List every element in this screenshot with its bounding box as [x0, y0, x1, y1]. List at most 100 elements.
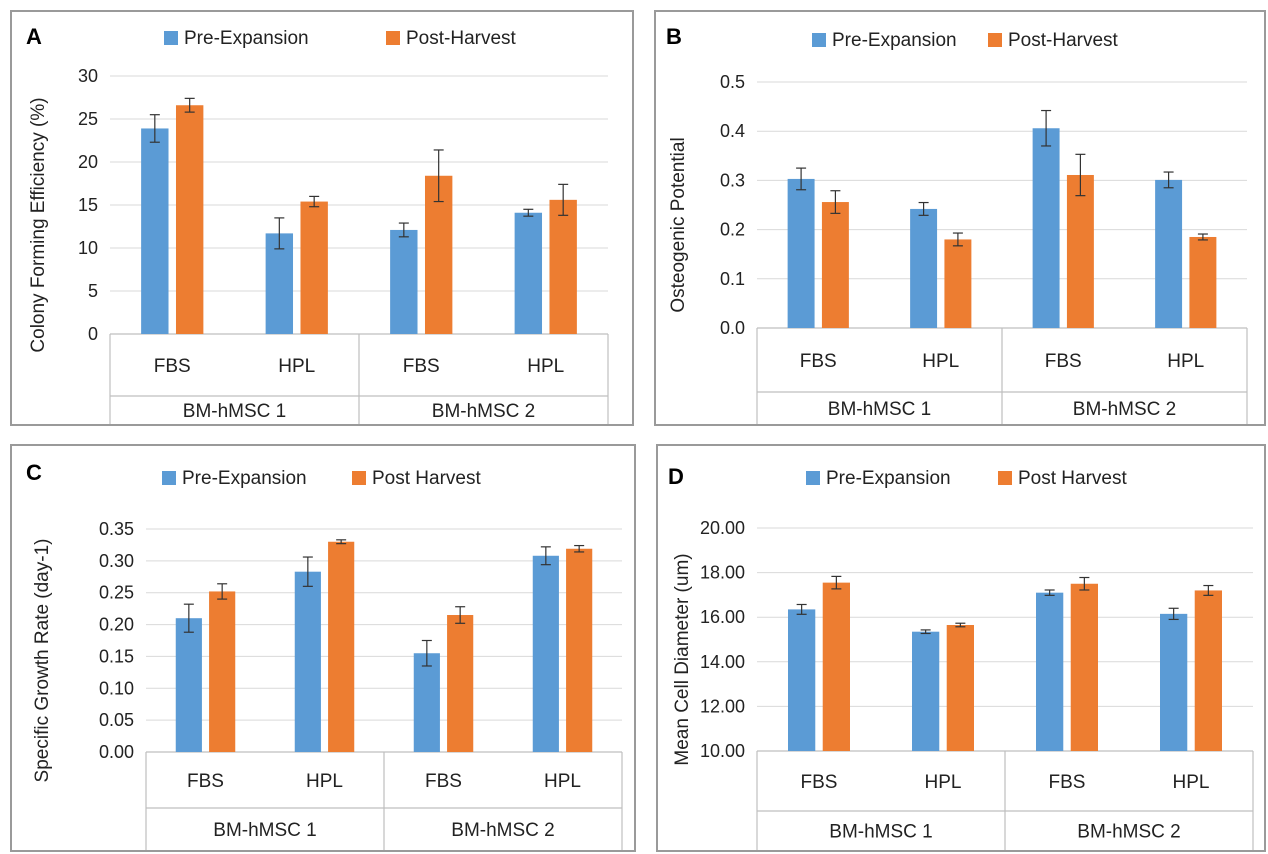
error-bar [1197, 233, 1208, 241]
legend-label: Pre-Expansion [826, 468, 951, 489]
legend-swatch [988, 33, 1002, 47]
error-bar [184, 97, 195, 113]
x-category-label: HPL [1173, 772, 1210, 793]
bar-pre [912, 631, 940, 751]
x-category-label: FBS [801, 772, 838, 793]
error-bar [1203, 584, 1214, 596]
x-category-label: FBS [1045, 351, 1082, 372]
x-category-label: HPL [306, 771, 343, 792]
x-group-label: BM-hMSC 2 [451, 820, 554, 841]
bar-pre [788, 609, 816, 751]
bar-pre [514, 212, 543, 334]
x-category-label: HPL [922, 351, 959, 372]
chart-svg: 0 5 10 15 20 25 30 FBS HPL FBS HPL BM-hMSC 1 BM-hMSC… [26, 24, 609, 424]
y-tick-label: 30 [78, 66, 98, 86]
chart-panel-b: 0.0 0.1 0.2 0.3 0.4 0.5 FBS HPL FBS HPL BM-hMSC 1 B… [654, 10, 1266, 426]
x-group-label: BM-hMSC 1 [829, 822, 932, 843]
legend-label: Post-Harvest [1008, 30, 1119, 51]
bar-post [300, 201, 328, 334]
error-bar [336, 539, 347, 545]
x-category-label: FBS [403, 356, 440, 377]
x-group-label: BM-hMSC 1 [183, 401, 286, 422]
y-tick-label: 0 [88, 324, 98, 344]
legend-label: Pre-Expansion [182, 468, 307, 489]
bar-pre [175, 618, 202, 752]
chart-svg: 0.0 0.1 0.2 0.3 0.4 0.5 FBS HPL FBS HPL BM-hMSC 1 B… [666, 24, 1248, 424]
chart-svg: 10.00 12.00 14.00 16.00 18.00 20.00 FBS HPL FBS H… [668, 464, 1254, 850]
x-group-label: BM-hMSC 1 [828, 399, 931, 420]
error-bar [955, 622, 966, 628]
x-group-label: BM-hMSC 1 [213, 820, 316, 841]
legend-label: Pre-Expansion [832, 30, 957, 51]
y-tick-label: 0.1 [720, 269, 745, 289]
y-tick-label: 0.20 [99, 615, 134, 635]
legend-label: Post Harvest [1018, 468, 1127, 489]
x-category-label: FBS [1049, 772, 1086, 793]
y-tick-label: 16.00 [700, 607, 745, 627]
y-tick-label: 25 [78, 109, 98, 129]
bar-post [822, 582, 850, 751]
bar-pre [413, 653, 440, 752]
legend-swatch [806, 471, 820, 485]
error-bar [302, 556, 313, 587]
x-group-label: BM-hMSC 2 [432, 401, 535, 422]
bar-pre [1032, 128, 1060, 328]
error-bar [455, 606, 466, 624]
legend-swatch [164, 31, 178, 45]
bar-post [566, 548, 593, 752]
error-bar [831, 575, 842, 590]
y-tick-label: 0.5 [720, 72, 745, 92]
y-tick-label: 0.3 [720, 170, 745, 190]
x-category-label: HPL [527, 356, 564, 377]
error-bar [920, 629, 931, 635]
panel-label: D [668, 464, 684, 489]
y-tick-label: 20.00 [700, 518, 745, 538]
error-bar [1044, 589, 1055, 596]
error-bar [1168, 607, 1179, 621]
x-category-label: FBS [800, 351, 837, 372]
error-bar [830, 190, 841, 214]
error-bar [421, 639, 432, 667]
legend-label: Post-Harvest [406, 28, 517, 49]
bar-post [1066, 174, 1094, 328]
error-bar [796, 603, 807, 615]
bar-pre [265, 233, 294, 334]
panel-label: C [26, 460, 42, 485]
error-bar [574, 544, 585, 553]
bar-post [1194, 590, 1222, 751]
bar-post [209, 591, 236, 752]
error-bar [1163, 171, 1174, 189]
error-bar [309, 195, 320, 208]
y-tick-label: 0.15 [99, 646, 134, 666]
y-axis-title: Mean Cell Diameter (um) [672, 553, 693, 765]
bar-post [1070, 583, 1098, 751]
bar-pre [141, 128, 169, 334]
error-bar [149, 114, 160, 143]
bar-post [946, 625, 974, 751]
x-category-label: FBS [425, 771, 462, 792]
y-tick-label: 14.00 [700, 652, 745, 672]
bar-pre [1160, 613, 1188, 751]
bar-pre [532, 555, 559, 752]
y-tick-label: 5 [88, 281, 98, 301]
bar-pre [910, 208, 938, 328]
error-bar [1041, 109, 1052, 147]
chart-panel-d: 10.00 12.00 14.00 16.00 18.00 20.00 FBS HPL FBS H… [656, 444, 1266, 852]
bar-post [549, 199, 577, 334]
error-bar [1079, 576, 1090, 591]
error-bar [183, 603, 194, 633]
bar-pre [294, 571, 321, 752]
y-tick-label: 10.00 [700, 741, 745, 761]
bar-post [944, 239, 972, 328]
x-category-label: HPL [1167, 351, 1204, 372]
y-tick-label: 0.35 [99, 519, 134, 539]
y-tick-label: 15 [78, 195, 98, 215]
error-bar [217, 583, 228, 600]
bar-pre [1036, 592, 1064, 751]
error-bar [952, 232, 963, 247]
panel-label: A [26, 24, 42, 49]
bar-pre [390, 229, 418, 334]
bar-post [175, 105, 204, 335]
error-bar [558, 183, 569, 216]
chart-svg: 0.00 0.05 0.10 0.15 0.20 0.25 0.30 0.35 FBS HPL FB… [26, 460, 623, 850]
